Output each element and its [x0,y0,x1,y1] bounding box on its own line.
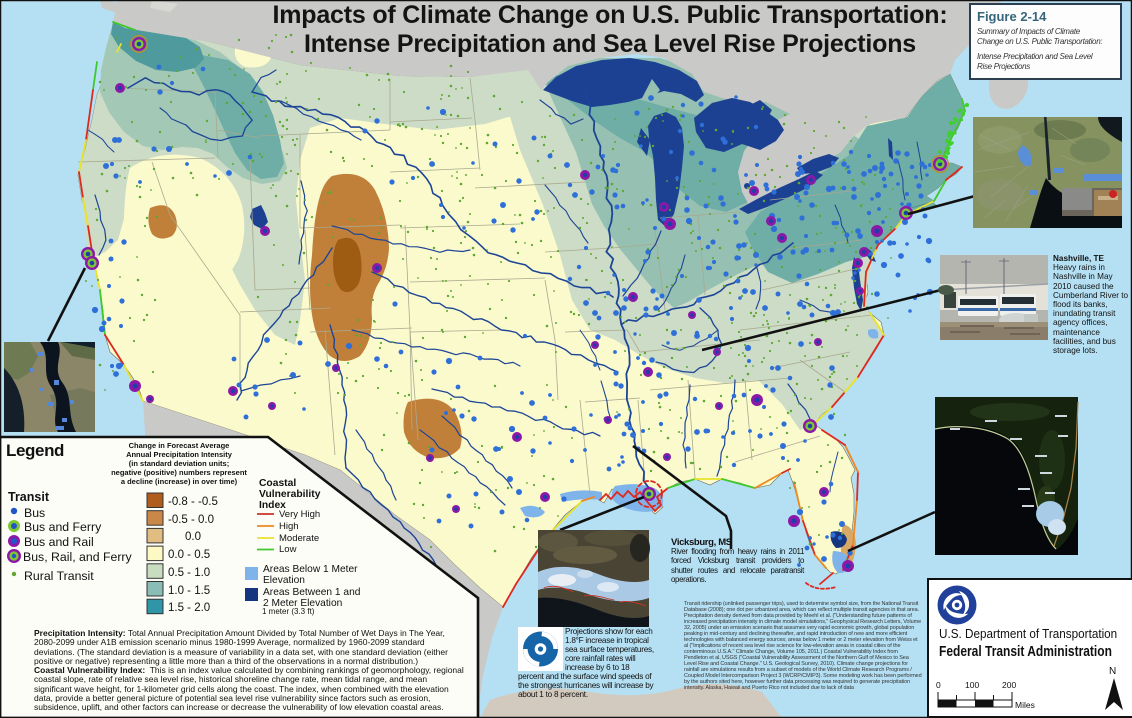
svg-text:200: 200 [1002,680,1016,690]
svg-text:N: N [1109,666,1116,677]
svg-text:Miles: Miles [1015,700,1035,710]
svg-text:100: 100 [965,680,979,690]
svg-text:0: 0 [936,680,941,690]
